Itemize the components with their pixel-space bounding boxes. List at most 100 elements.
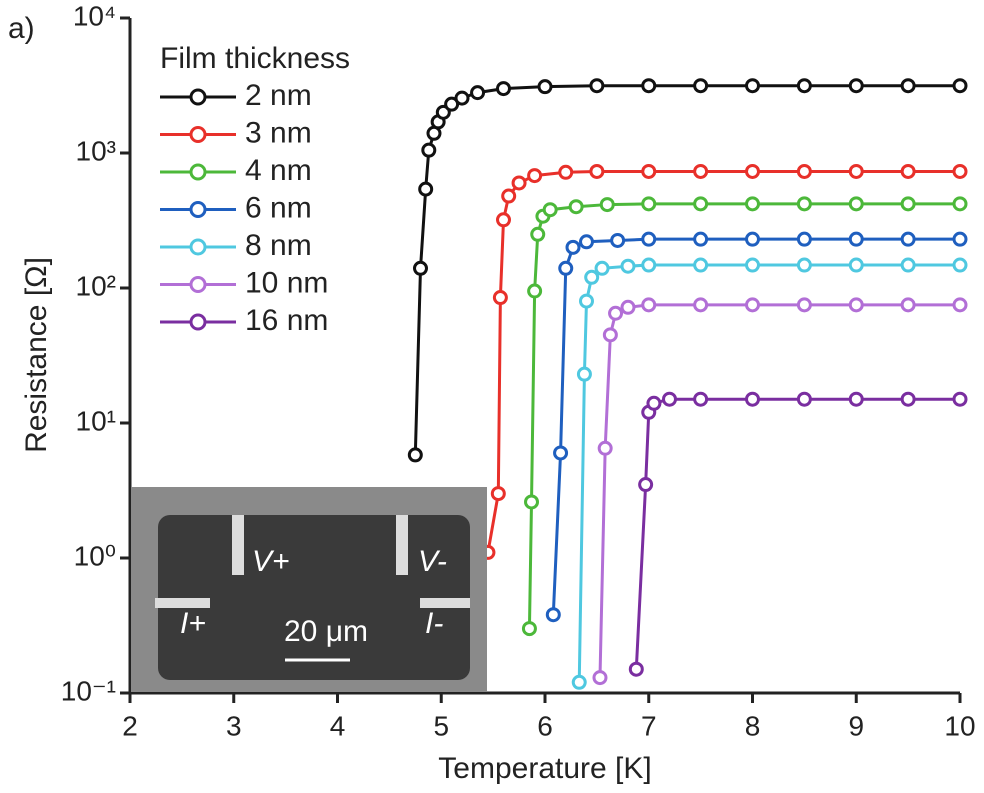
data-point — [848, 196, 864, 212]
electrode — [155, 598, 210, 608]
data-point — [900, 78, 916, 94]
data-point — [413, 260, 428, 276]
data-point — [848, 297, 864, 313]
data-point — [796, 78, 812, 94]
data-point — [589, 163, 605, 179]
x-tick-label: 10 — [944, 710, 975, 741]
data-point — [545, 607, 561, 623]
electrode — [420, 598, 470, 608]
data-point — [848, 231, 864, 247]
data-point — [527, 168, 543, 184]
data-point — [952, 297, 968, 313]
data-point — [952, 196, 968, 212]
legend-marker — [189, 238, 207, 256]
data-point — [589, 78, 605, 94]
data-point — [571, 674, 587, 690]
data-point — [796, 257, 812, 273]
legend-label: 8 nm — [245, 229, 312, 262]
x-tick-label: 4 — [330, 710, 346, 741]
x-tick-label: 6 — [537, 710, 553, 741]
data-point — [620, 258, 636, 274]
data-point — [492, 290, 508, 306]
data-point — [693, 297, 709, 313]
x-tick-label: 3 — [226, 710, 242, 741]
data-point — [521, 621, 537, 637]
data-point — [952, 257, 968, 273]
inset-image: V+ V- I+ I- 20 μm — [131, 487, 487, 692]
x-tick-label: 8 — [745, 710, 761, 741]
series-line — [486, 169, 960, 553]
data-point — [421, 142, 437, 158]
data-point — [900, 257, 916, 273]
data-point — [496, 81, 511, 97]
data-point — [745, 391, 760, 407]
data-point — [407, 447, 423, 463]
data-point — [796, 297, 812, 313]
legend-label: 2 nm — [245, 79, 312, 112]
inset-label: I- — [425, 607, 443, 640]
data-point — [745, 78, 760, 94]
data-point — [641, 196, 657, 212]
x-axis-label: Temperature [K] — [438, 752, 651, 785]
data-point — [568, 199, 584, 215]
data-point — [565, 239, 581, 255]
data-point — [490, 486, 506, 502]
data-point — [693, 78, 709, 94]
data-point — [900, 196, 916, 212]
legend-marker — [189, 88, 207, 106]
legend-label: 16 nm — [245, 304, 328, 337]
data-point — [745, 196, 760, 212]
y-tick-label: 10⁴ — [73, 0, 116, 31]
x-tick-label: 5 — [433, 710, 449, 741]
legend-marker — [189, 126, 207, 143]
data-point — [900, 297, 916, 313]
data-point — [553, 445, 569, 461]
data-point — [496, 212, 511, 228]
data-point — [693, 163, 709, 179]
data-point — [745, 257, 760, 273]
data-point — [796, 231, 812, 247]
data-point — [796, 163, 812, 179]
data-point — [900, 231, 916, 247]
y-tick-label: 10³ — [76, 135, 116, 166]
data-point — [745, 231, 760, 247]
plot-area — [407, 78, 968, 690]
data-point — [641, 257, 657, 273]
data-point — [693, 391, 709, 407]
legend-label: 10 nm — [245, 266, 328, 299]
data-point — [900, 163, 916, 179]
y-tick-label: 10² — [76, 270, 116, 301]
data-point — [693, 231, 709, 247]
data-point — [641, 297, 657, 313]
legend-title: Film thickness — [160, 42, 350, 75]
data-point — [641, 231, 657, 247]
legend-marker — [189, 163, 207, 181]
data-point — [646, 395, 662, 411]
legend-label: 6 nm — [245, 191, 312, 224]
data-point — [796, 391, 812, 407]
inset-label: V+ — [252, 545, 290, 578]
data-point — [638, 477, 654, 493]
data-point — [599, 197, 615, 213]
data-point — [527, 283, 543, 299]
inset-label: I+ — [180, 607, 206, 640]
legend-marker — [189, 313, 207, 331]
data-point — [900, 391, 916, 407]
axes: 2 3 4 5 6 7 8 9 10 10⁻¹ 10⁰ 10¹ 10² 10³ 10⁴ — [61, 0, 976, 741]
data-point — [848, 78, 864, 94]
data-point — [594, 260, 610, 276]
data-point — [542, 202, 558, 218]
data-point — [530, 226, 546, 242]
x-tick-label: 9 — [848, 710, 864, 741]
legend-marker — [189, 276, 207, 293]
data-point — [952, 231, 968, 247]
data-point — [592, 670, 608, 686]
data-point — [641, 163, 657, 179]
data-point — [745, 297, 760, 313]
data-point — [693, 196, 709, 212]
data-point — [501, 188, 517, 204]
electrode — [232, 515, 244, 575]
legend-label: 3 nm — [245, 116, 312, 149]
panel-label: a) — [8, 12, 35, 45]
series-line — [527, 202, 960, 629]
